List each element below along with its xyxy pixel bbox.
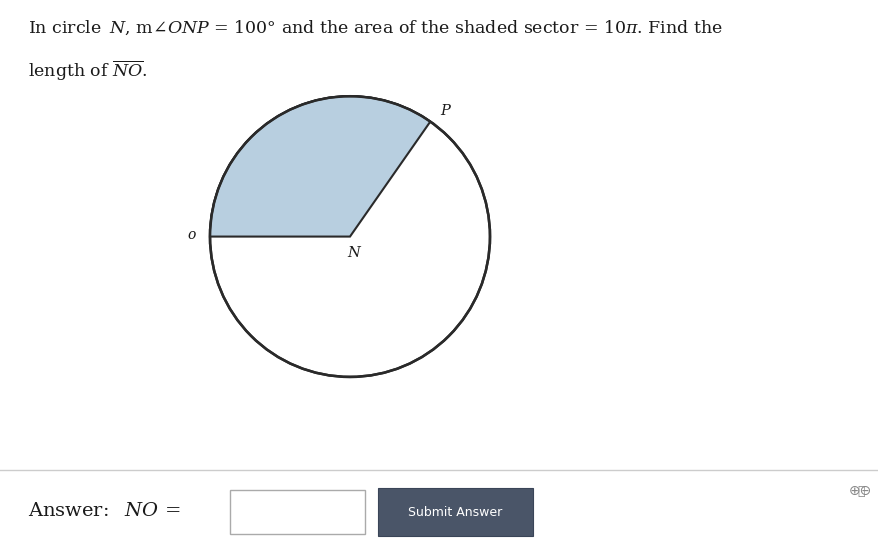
Text: Submit Answer: Submit Answer [408,506,502,519]
FancyBboxPatch shape [378,488,532,536]
Text: length of $\overline{NO}$.: length of $\overline{NO}$. [28,59,148,83]
Text: ⧈: ⧈ [857,485,864,498]
Text: ⊕⊖: ⊕⊖ [848,484,871,498]
Text: $P$: $P$ [440,103,452,117]
Wedge shape [210,96,430,237]
Text: Answer:  $NO$ =: Answer: $NO$ = [28,502,180,520]
FancyBboxPatch shape [230,490,364,534]
Text: o: o [187,228,196,242]
Text: In circle  $N$, m$\angle ONP$ = 100° and the area of the shaded sector = 10$\pi$: In circle $N$, m$\angle ONP$ = 100° and … [28,19,722,37]
Text: $N$: $N$ [347,245,363,260]
